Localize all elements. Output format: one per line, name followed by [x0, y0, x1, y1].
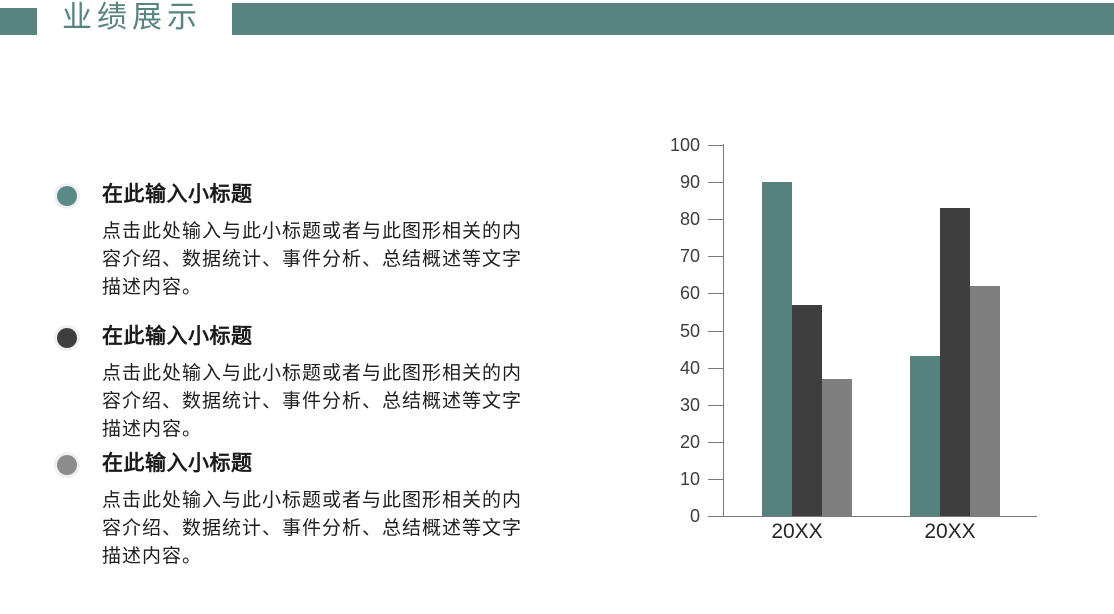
bullet-item-2[interactable]: 在此输入小标题 点击此处输入与此小标题或者与此图形相关的内 容介绍、数据统计、事…	[57, 325, 569, 444]
y-tick-mark	[708, 331, 723, 332]
y-tick-label: 10	[679, 469, 700, 489]
y-tick-label: 20	[679, 432, 700, 452]
bullet-body-line: 容介绍、数据统计、事件分析、总结概述等文字	[102, 518, 523, 539]
bullet-dot-icon	[57, 328, 77, 348]
y-tick-mark	[708, 479, 723, 480]
y-tick-mark	[708, 442, 723, 443]
x-category-label: 20XX	[771, 520, 823, 543]
bar-teal-20XX[interactable]	[762, 182, 792, 516]
y-tick-label: 30	[679, 395, 700, 415]
bullet-body-line: 点击此处输入与此小标题或者与此图形相关的内	[102, 490, 523, 511]
bullet-dot-icon	[57, 455, 77, 475]
y-tick-label: 60	[679, 283, 700, 303]
bullet-text-block: 在此输入小标题 点击此处输入与此小标题或者与此图形相关的内 容介绍、数据统计、事…	[102, 325, 522, 444]
bullet-text-block: 在此输入小标题 点击此处输入与此小标题或者与此图形相关的内 容介绍、数据统计、事…	[102, 183, 522, 302]
bullet-dot-icon	[57, 186, 77, 206]
bullet-body-line: 描述内容。	[102, 546, 203, 567]
header-accent-square	[0, 8, 37, 35]
bar-dark-20XX[interactable]	[939, 208, 970, 516]
y-tick-label: 80	[679, 209, 700, 229]
bullet-body-line: 容介绍、数据统计、事件分析、总结概述等文字	[102, 249, 523, 270]
bullet-title: 在此输入小标题	[102, 183, 253, 206]
bullet-body: 点击此处输入与此小标题或者与此图形相关的内 容介绍、数据统计、事件分析、总结概述…	[102, 218, 522, 302]
bullet-body: 点击此处输入与此小标题或者与此图形相关的内 容介绍、数据统计、事件分析、总结概述…	[102, 487, 522, 571]
bar-gray-20XX[interactable]	[822, 379, 852, 516]
x-axis-line	[708, 516, 1037, 517]
bullet-item-3[interactable]: 在此输入小标题 点击此处输入与此小标题或者与此图形相关的内 容介绍、数据统计、事…	[57, 452, 569, 571]
bullet-body-line: 描述内容。	[102, 419, 203, 440]
y-tick-label: 90	[679, 172, 700, 192]
page-title[interactable]: 业绩展示	[62, 1, 202, 34]
y-tick-mark	[708, 256, 723, 257]
bullet-body-line: 描述内容。	[102, 277, 203, 298]
x-category-label: 20XX	[924, 520, 976, 543]
bullet-title: 在此输入小标题	[102, 325, 253, 348]
header-accent-bar	[232, 3, 1114, 35]
bullet-body-line: 容介绍、数据统计、事件分析、总结概述等文字	[102, 391, 523, 412]
y-tick-label: 40	[679, 358, 700, 378]
bullet-body: 点击此处输入与此小标题或者与此图形相关的内 容介绍、数据统计、事件分析、总结概述…	[102, 360, 522, 444]
bullet-text-block: 在此输入小标题 点击此处输入与此小标题或者与此图形相关的内 容介绍、数据统计、事…	[102, 452, 522, 571]
bullet-title: 在此输入小标题	[102, 452, 253, 475]
y-tick-mark	[708, 368, 723, 369]
y-tick-mark	[708, 182, 723, 183]
y-tick-label: 0	[689, 506, 700, 526]
bullet-body-line: 点击此处输入与此小标题或者与此图形相关的内	[102, 363, 523, 384]
bullet-body-line: 点击此处输入与此小标题或者与此图形相关的内	[102, 221, 523, 242]
y-tick-mark	[708, 405, 723, 406]
y-tick-label: 50	[679, 321, 700, 341]
bullet-item-1[interactable]: 在此输入小标题 点击此处输入与此小标题或者与此图形相关的内 容介绍、数据统计、事…	[57, 183, 569, 302]
y-tick-mark	[708, 293, 723, 294]
y-tick-mark	[708, 145, 723, 146]
y-tick-label: 100	[669, 135, 700, 155]
y-axis-line	[723, 144, 724, 516]
y-tick-mark	[708, 219, 723, 220]
bar-dark-20XX[interactable]	[792, 305, 822, 516]
bar-gray-20XX[interactable]	[969, 286, 1000, 516]
y-tick-label: 70	[679, 246, 700, 266]
bar-teal-20XX[interactable]	[909, 356, 940, 516]
